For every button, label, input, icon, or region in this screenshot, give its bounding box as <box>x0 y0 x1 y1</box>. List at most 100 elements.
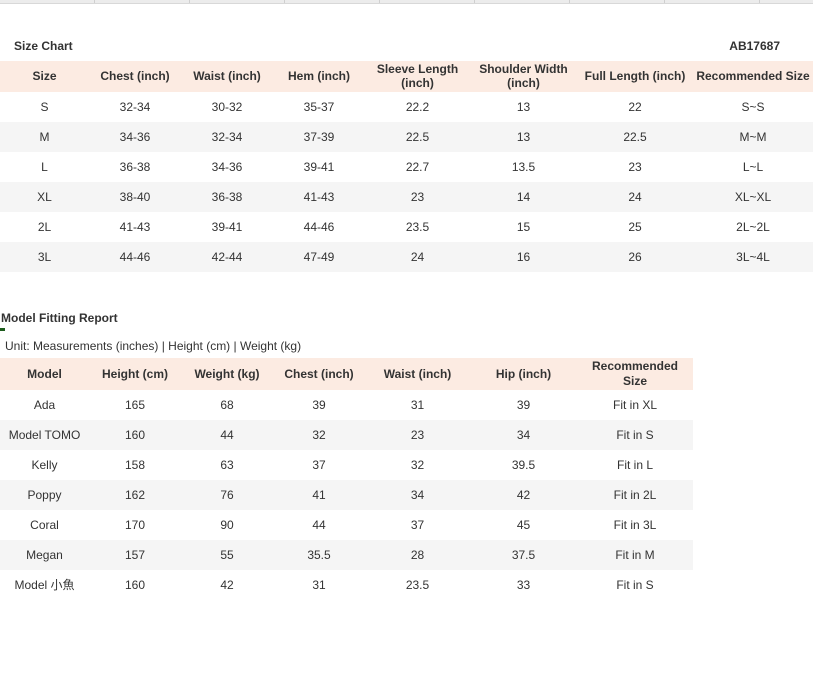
table-cell: 47-49 <box>303 249 335 264</box>
table-cell: 2L <box>37 219 52 234</box>
table-cell: 30-32 <box>211 99 243 114</box>
column-header: Chest (inch) <box>89 61 181 92</box>
table-cell: 44-46 <box>303 219 335 234</box>
table-cell: 16 <box>516 249 531 264</box>
table-cell: 39-41 <box>211 219 243 234</box>
table-row: Ada 165 68 39 31 39 Fit in XL <box>0 390 693 420</box>
table-cell: 3L <box>37 249 52 264</box>
table-cell: Coral <box>30 517 59 532</box>
table-cell: 13 <box>516 99 531 114</box>
table-cell: Fit in XL <box>612 397 657 412</box>
size-chart-table: Size Chest (inch) Waist (inch) Hem (inch) Sl… <box>0 61 813 272</box>
table-cell: 34-36 <box>211 159 243 174</box>
table-cell: 34-36 <box>119 129 151 144</box>
table-row: Model TOMO 160 44 32 23 34 Fit in S <box>0 419 693 450</box>
table-cell: 32-34 <box>211 129 243 144</box>
table-cell: 44 <box>312 517 326 532</box>
table-cell: 23.5 <box>405 577 430 592</box>
table-header-row: Model Height (cm) Weight (kg) Chest (inch) W… <box>0 357 693 390</box>
table-cell: 13.5 <box>511 159 536 174</box>
table-cell: XL <box>37 189 52 204</box>
column-header: Model <box>0 357 89 390</box>
size-chart-title: Size Chart <box>14 39 73 53</box>
table-row: XL 38-40 36-38 41-43 23 14 24 XL~XL <box>0 181 813 212</box>
table-cell: 42-44 <box>211 249 243 264</box>
table-cell: 42 <box>220 577 234 592</box>
unit-note: Unit: Measurements (inches) | Height (cm… <box>5 338 302 353</box>
table-cell: 76 <box>220 487 234 502</box>
table-cell: S~S <box>741 99 765 114</box>
column-header: Recommended Size <box>693 61 813 92</box>
table-cell: Megan <box>26 547 63 562</box>
table-cell: 24 <box>628 189 642 204</box>
table-cell: 2L~2L <box>736 219 770 234</box>
table-cell: 23 <box>628 159 642 174</box>
column-header: Waist (inch) <box>365 357 470 390</box>
table-cell: 68 <box>220 397 234 412</box>
table-cell: 36-38 <box>211 189 243 204</box>
table-cell: 23.5 <box>405 219 430 234</box>
previous-table-bottom-edge <box>0 0 813 4</box>
table-cell: 33 <box>516 577 531 592</box>
column-header: Size <box>0 61 89 92</box>
table-cell: Kelly <box>31 457 58 472</box>
table-cell: Poppy <box>27 487 62 502</box>
table-cell: 170 <box>124 517 146 532</box>
table-cell: 160 <box>124 427 146 442</box>
table-row: 3L 44-46 42-44 47-49 24 16 26 3L~4L <box>0 241 813 272</box>
column-header: Chest (inch) <box>273 357 365 390</box>
table-cell: M <box>39 129 50 144</box>
table-cell: 14 <box>516 189 531 204</box>
table-cell: 32 <box>410 457 425 472</box>
table-cell: Ada <box>33 397 56 412</box>
table-row: 2L 41-43 39-41 44-46 23.5 15 25 2L~2L <box>0 212 813 242</box>
table-cell: 24 <box>410 249 425 264</box>
size-guide-page: Size Chart AB17687 Size Chest (inch) Waist… <box>0 0 813 600</box>
table-row: L 36-38 34-36 39-41 22.7 13.5 23 L~L <box>0 152 813 182</box>
table-cell: 42 <box>516 487 531 502</box>
table-cell: Fit in S <box>616 427 654 442</box>
table-cell: 157 <box>124 547 146 562</box>
table-cell: 36-38 <box>119 159 151 174</box>
table-cell: Fit in M <box>615 547 655 562</box>
model-fitting-table: Model Height (cm) Weight (kg) Chest (inch) W… <box>0 357 693 600</box>
table-cell: 165 <box>124 397 146 412</box>
table-cell: 22 <box>628 99 642 114</box>
table-cell: 22.5 <box>405 129 430 144</box>
table-cell: 35-37 <box>303 99 335 114</box>
table-cell: 32-34 <box>119 99 151 114</box>
table-cell: Fit in L <box>616 457 653 472</box>
table-cell: 37.5 <box>511 547 536 562</box>
table-cell: 22.2 <box>405 99 430 114</box>
table-cell: Fit in S <box>616 577 654 592</box>
table-cell: 160 <box>124 577 146 592</box>
table-cell: Fit in 2L <box>613 487 657 502</box>
table-cell: 90 <box>220 517 234 532</box>
table-row: Poppy 162 76 41 34 42 Fit in 2L <box>0 479 693 510</box>
table-cell: Model 小魚 <box>14 578 75 593</box>
table-cell: 22.5 <box>623 129 647 144</box>
table-cell: 31 <box>410 397 425 412</box>
product-code: AB17687 <box>729 39 780 53</box>
table-cell: 41 <box>312 487 326 502</box>
table-cell: 38-40 <box>119 189 151 204</box>
table-cell: Fit in 3L <box>613 517 657 532</box>
table-cell: 3L~4L <box>736 249 770 264</box>
table-cell: 28 <box>410 547 425 562</box>
table-cell: 35.5 <box>307 547 331 562</box>
column-header: Hip (inch) <box>470 357 577 390</box>
column-header: Height (cm) <box>89 357 181 390</box>
column-header: Waist (inch) <box>181 61 273 92</box>
column-header: Full Length (inch) <box>577 61 693 92</box>
table-cell: L <box>41 159 48 174</box>
table-cell: 15 <box>516 219 531 234</box>
size-chart-header: Size Chart AB17687 <box>14 39 780 53</box>
table-cell: 162 <box>124 487 146 502</box>
table-row: S 32-34 30-32 35-37 22.2 13 22 S~S <box>0 92 813 122</box>
table-header-row: Size Chest (inch) Waist (inch) Hem (inch) Sl… <box>0 61 813 92</box>
table-cell: 23 <box>410 189 425 204</box>
table-cell: 158 <box>124 457 146 472</box>
table-cell: 13 <box>516 129 531 144</box>
table-cell: 41-43 <box>119 219 151 234</box>
table-row: Megan 157 55 35.5 28 37.5 Fit in M <box>0 539 693 570</box>
